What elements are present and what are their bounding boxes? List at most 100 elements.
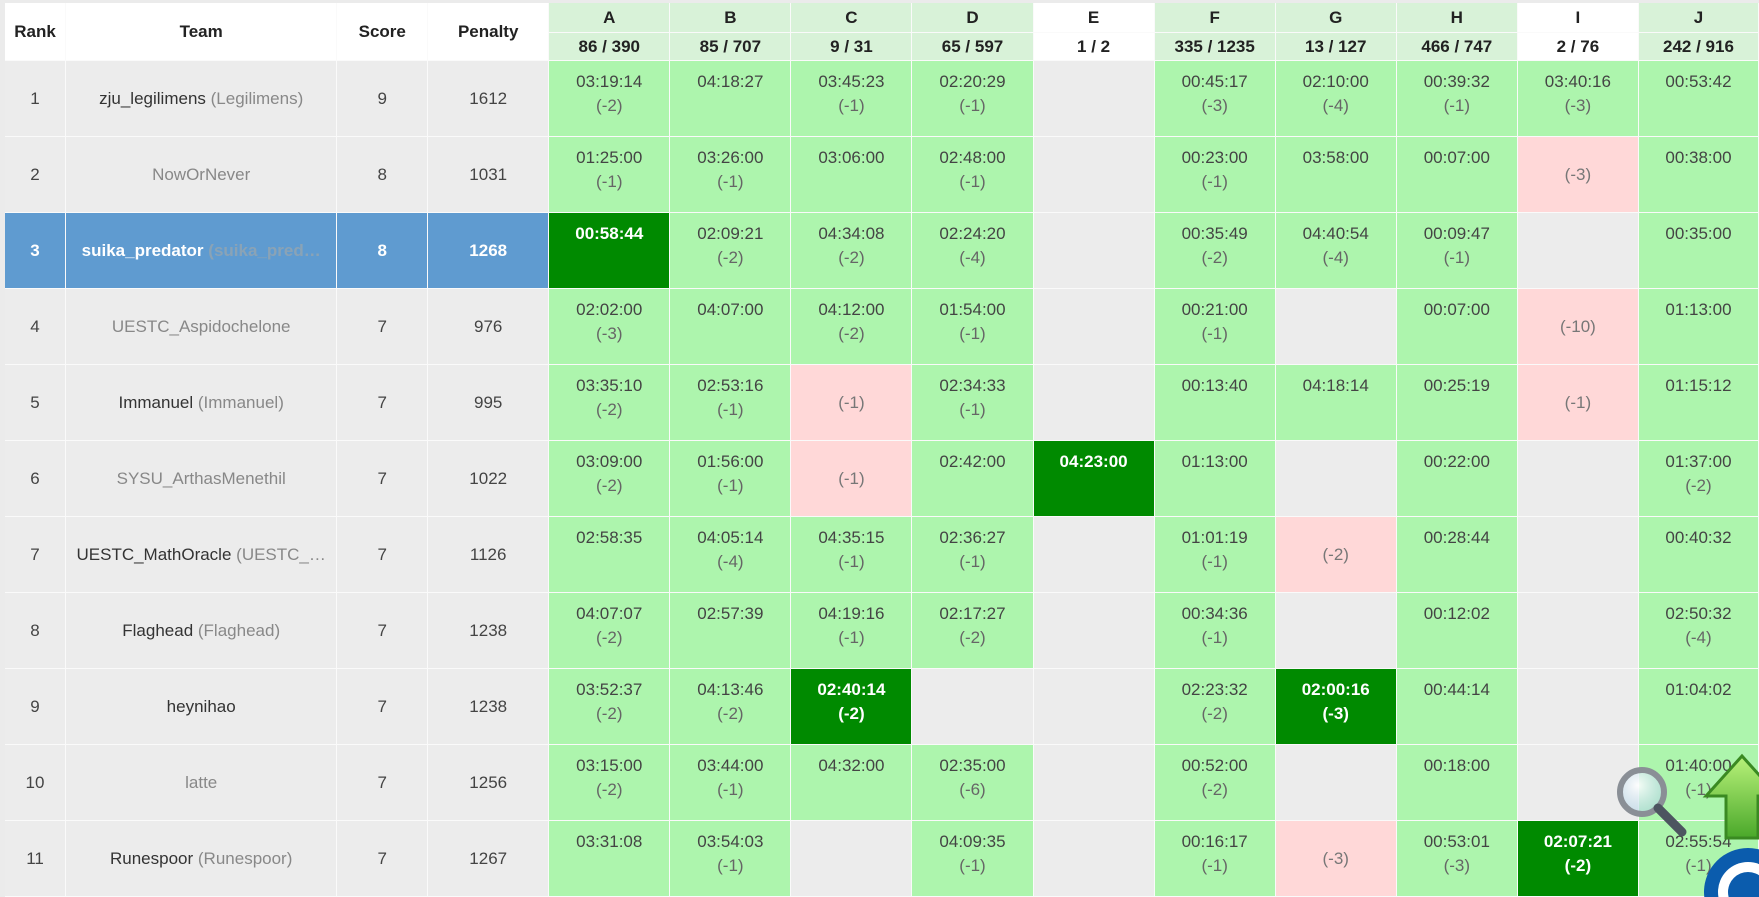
problem-a-cell[interactable]: 03:19:14 (-2) bbox=[548, 60, 671, 137]
problem-b-cell[interactable]: 04:18:27 bbox=[669, 60, 792, 137]
problem-g-cell[interactable]: 02:00:16 (-3) bbox=[1275, 668, 1397, 745]
problem-a-cell[interactable]: 03:52:37 (-2) bbox=[548, 668, 671, 745]
problem-j-cell[interactable]: 00:40:32 bbox=[1638, 516, 1759, 593]
problem-e-cell[interactable] bbox=[1033, 516, 1155, 593]
problem-g-cell[interactable] bbox=[1275, 592, 1397, 669]
problem-d-cell[interactable]: 02:42:00 bbox=[911, 440, 1034, 517]
team-cell[interactable]: NowOrNever bbox=[65, 136, 338, 213]
problem-b-cell[interactable]: 02:09:21 (-2) bbox=[669, 212, 792, 289]
problem-h-header[interactable]: H bbox=[1396, 3, 1518, 33]
problem-a-cell[interactable]: 01:25:00 (-1) bbox=[548, 136, 671, 213]
problem-d-header[interactable]: D bbox=[911, 3, 1034, 33]
team-cell[interactable]: UESTC_Aspidochelone bbox=[65, 288, 338, 365]
problem-h-cell[interactable]: 00:44:14 bbox=[1396, 668, 1518, 745]
problem-c-cell[interactable]: 03:06:00 bbox=[790, 136, 913, 213]
problem-i-cell[interactable]: 03:40:16 (-3) bbox=[1517, 60, 1639, 137]
problem-c-cell[interactable]: 02:40:14 (-2) bbox=[790, 668, 913, 745]
problem-d-cell[interactable]: 04:09:35 (-1) bbox=[911, 820, 1034, 897]
problem-b-header[interactable]: B bbox=[669, 3, 792, 33]
problem-f-cell[interactable]: 00:34:36 (-1) bbox=[1154, 592, 1276, 669]
problem-c-cell[interactable]: (-1) bbox=[790, 440, 913, 517]
team-row[interactable]: 10 latte 7 1256 03:15:00 (-2) 03:44:00 (-1) 04:3… bbox=[5, 744, 1759, 821]
team-header[interactable]: Team bbox=[65, 3, 338, 61]
problem-j-cell[interactable]: 00:35:00 bbox=[1638, 212, 1759, 289]
problem-a-cell[interactable]: 00:58:44 bbox=[548, 212, 671, 289]
problem-d-cell[interactable]: 01:54:00 (-1) bbox=[911, 288, 1034, 365]
penalty-header[interactable]: Penalty bbox=[427, 3, 550, 61]
problem-e-cell[interactable] bbox=[1033, 668, 1155, 745]
problem-j-cell[interactable]: 00:53:42 bbox=[1638, 60, 1759, 137]
problem-a-cell[interactable]: 03:35:10 (-2) bbox=[548, 364, 671, 441]
problem-d-cell[interactable]: 02:48:00 (-1) bbox=[911, 136, 1034, 213]
problem-c-header[interactable]: C bbox=[790, 3, 913, 33]
problem-g-cell[interactable]: (-2) bbox=[1275, 516, 1397, 593]
problem-e-cell[interactable] bbox=[1033, 364, 1155, 441]
problem-a-cell[interactable]: 02:02:00 (-3) bbox=[548, 288, 671, 365]
problem-e-cell[interactable] bbox=[1033, 136, 1155, 213]
problem-d-cell[interactable]: 02:34:33 (-1) bbox=[911, 364, 1034, 441]
team-row[interactable]: 8 Flaghead (Flaghead) 7 1238 04:07:07 (-2) 02:… bbox=[5, 592, 1759, 669]
team-name[interactable]: Runespoor bbox=[109, 848, 194, 868]
magnifier-icon[interactable] bbox=[1612, 762, 1688, 838]
problem-b-cell[interactable]: 03:54:03 (-1) bbox=[669, 820, 792, 897]
problem-b-cell[interactable]: 04:13:46 (-2) bbox=[669, 668, 792, 745]
problem-h-cell[interactable]: 00:22:00 bbox=[1396, 440, 1518, 517]
problem-i-cell[interactable]: (-3) bbox=[1517, 136, 1639, 213]
problem-g-header[interactable]: G bbox=[1275, 3, 1397, 33]
team-cell[interactable]: UESTC_MathOracle (UESTC_… bbox=[65, 516, 338, 593]
team-cell[interactable]: zju_legilimens (Legilimens) bbox=[65, 60, 338, 137]
problem-g-cell[interactable] bbox=[1275, 288, 1397, 365]
problem-a-cell[interactable]: 03:15:00 (-2) bbox=[548, 744, 671, 821]
problem-e-cell[interactable] bbox=[1033, 592, 1155, 669]
problem-f-cell[interactable]: 01:13:00 bbox=[1154, 440, 1276, 517]
problem-h-cell[interactable]: 00:07:00 bbox=[1396, 136, 1518, 213]
team-name[interactable]: SYSU_ArthasMenethil bbox=[116, 468, 286, 488]
problem-c-cell[interactable]: 04:34:08 (-2) bbox=[790, 212, 913, 289]
problem-f-cell[interactable]: 00:23:00 (-1) bbox=[1154, 136, 1276, 213]
team-row[interactable]: 9 heynihao 7 1238 03:52:37 (-2) 04:13:46 (-2) 02… bbox=[5, 668, 1759, 745]
problem-a-header[interactable]: A bbox=[548, 3, 671, 33]
score-header[interactable]: Score bbox=[336, 3, 429, 61]
problem-j-cell[interactable]: 01:13:00 bbox=[1638, 288, 1759, 365]
problem-c-cell[interactable]: 03:45:23 (-1) bbox=[790, 60, 913, 137]
problem-e-cell[interactable] bbox=[1033, 60, 1155, 137]
problem-c-cell[interactable] bbox=[790, 820, 913, 897]
problem-h-cell[interactable]: 00:07:00 bbox=[1396, 288, 1518, 365]
problem-j-cell[interactable]: 01:04:02 bbox=[1638, 668, 1759, 745]
problem-d-cell[interactable]: 02:20:29 (-1) bbox=[911, 60, 1034, 137]
team-row[interactable]: 3 suika_predator (suika_pred… 8 1268 00:58:4… bbox=[5, 212, 1759, 289]
problem-h-cell[interactable]: 00:09:47 (-1) bbox=[1396, 212, 1518, 289]
team-row[interactable]: 1 zju_legilimens (Legilimens) 9 1612 03:19:1… bbox=[5, 60, 1759, 137]
team-name[interactable]: heynihao bbox=[166, 696, 236, 716]
problem-c-cell[interactable]: (-1) bbox=[790, 364, 913, 441]
problem-h-cell[interactable]: 00:12:02 bbox=[1396, 592, 1518, 669]
problem-b-cell[interactable]: 04:05:14 (-4) bbox=[669, 516, 792, 593]
problem-i-cell[interactable] bbox=[1517, 744, 1639, 821]
team-cell[interactable]: suika_predator (suika_pred… bbox=[65, 212, 338, 289]
team-name[interactable]: suika_predator bbox=[81, 240, 204, 260]
problem-h-cell[interactable]: 00:39:32 (-1) bbox=[1396, 60, 1518, 137]
problem-c-cell[interactable]: 04:35:15 (-1) bbox=[790, 516, 913, 593]
team-name[interactable]: NowOrNever bbox=[152, 164, 251, 184]
problem-b-cell[interactable]: 04:07:00 bbox=[669, 288, 792, 365]
problem-f-cell[interactable]: 00:45:17 (-3) bbox=[1154, 60, 1276, 137]
problem-c-cell[interactable]: 04:32:00 bbox=[790, 744, 913, 821]
rank-header[interactable]: Rank bbox=[5, 3, 67, 61]
problem-f-cell[interactable]: 00:16:17 (-1) bbox=[1154, 820, 1276, 897]
badge-icon[interactable] bbox=[1692, 840, 1759, 897]
problem-f-cell[interactable]: 00:35:49 (-2) bbox=[1154, 212, 1276, 289]
problem-e-cell[interactable] bbox=[1033, 288, 1155, 365]
team-cell[interactable]: SYSU_ArthasMenethil bbox=[65, 440, 338, 517]
problem-g-cell[interactable]: 03:58:00 bbox=[1275, 136, 1397, 213]
problem-f-cell[interactable]: 00:21:00 (-1) bbox=[1154, 288, 1276, 365]
team-cell[interactable]: Runespoor (Runespoor) bbox=[65, 820, 338, 897]
problem-g-cell[interactable] bbox=[1275, 744, 1397, 821]
problem-h-cell[interactable]: 00:25:19 bbox=[1396, 364, 1518, 441]
problem-f-cell[interactable]: 00:52:00 (-2) bbox=[1154, 744, 1276, 821]
problem-i-cell[interactable] bbox=[1517, 440, 1639, 517]
team-row[interactable]: 2 NowOrNever 8 1031 01:25:00 (-1) 03:26:00 (-1)… bbox=[5, 136, 1759, 213]
problem-f-cell[interactable]: 00:13:40 bbox=[1154, 364, 1276, 441]
problem-i-cell[interactable]: (-1) bbox=[1517, 364, 1639, 441]
problem-g-cell[interactable] bbox=[1275, 440, 1397, 517]
problem-d-cell[interactable]: 02:35:00 (-6) bbox=[911, 744, 1034, 821]
